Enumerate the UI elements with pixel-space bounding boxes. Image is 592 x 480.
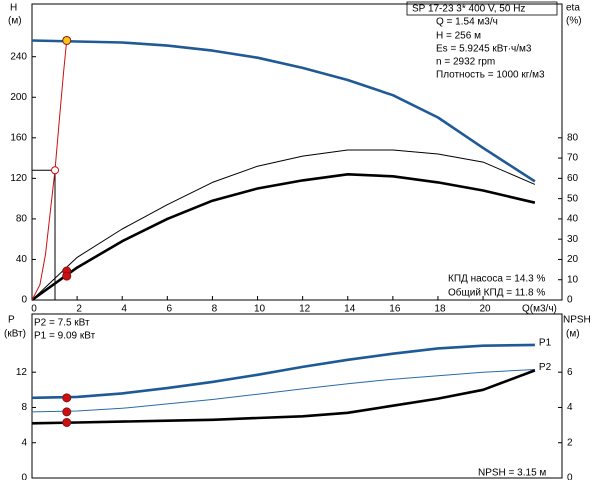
curve xyxy=(31,39,536,183)
y2-tick-label: 0 xyxy=(567,473,573,480)
operating-point xyxy=(62,35,72,45)
y2-tick-label: 40 xyxy=(567,214,579,225)
axis-unit: (%) xyxy=(566,16,582,27)
x-tick-label: 14 xyxy=(344,304,356,315)
y2-tick-label: 70 xyxy=(567,153,579,164)
info-text: n = 2932 rpm xyxy=(436,57,495,68)
y2-tick-label: 0 xyxy=(567,295,573,306)
y-tick-label: 40 xyxy=(16,254,28,265)
curve xyxy=(31,173,536,302)
x-tick-label: 12 xyxy=(299,304,311,315)
y-tick-label: 0 xyxy=(21,295,27,306)
axis-unit: (м) xyxy=(8,16,22,27)
x-tick-label: 16 xyxy=(389,304,401,315)
y2-tick-label: 2 xyxy=(567,437,573,448)
y2-tick-label: 80 xyxy=(567,132,579,143)
x-tick-label: 10 xyxy=(254,304,266,315)
axis-label: H xyxy=(10,3,17,14)
info-text: Общий КПД = 11.8 % xyxy=(448,287,545,299)
x-axis-label: Q(м3/ч) xyxy=(522,304,557,315)
y-tick-label: 160 xyxy=(10,132,27,143)
y-tick-label: 80 xyxy=(16,214,28,225)
operating-point xyxy=(62,393,72,403)
y2-tick-label: 4 xyxy=(567,402,573,413)
y2-tick-label: 6 xyxy=(567,367,573,378)
info-text: КПД насоса = 14.3 % xyxy=(448,274,546,285)
curve-label: P1 xyxy=(539,338,552,349)
y-tick-label: 12 xyxy=(16,367,28,378)
y2-tick-label: 30 xyxy=(567,234,579,245)
info-text: P1 = 9.09 кВт xyxy=(34,331,96,342)
x-tick-label: 4 xyxy=(121,304,127,315)
y-tick-label: 8 xyxy=(21,402,27,413)
x-tick-label: 18 xyxy=(434,304,446,315)
y-tick-label: 200 xyxy=(10,92,27,103)
x-tick-label: 20 xyxy=(480,304,492,315)
axis-label: P xyxy=(8,315,15,326)
curve xyxy=(31,149,536,301)
axis-unit: (м) xyxy=(566,329,580,340)
curve xyxy=(31,40,68,301)
y2-tick-label: 10 xyxy=(567,274,579,285)
curve xyxy=(31,369,536,425)
info-text: H = 256 м xyxy=(436,31,481,42)
y-tick-label: 4 xyxy=(21,437,27,448)
curve-label: P2 xyxy=(539,362,552,373)
axis-unit: (кВт) xyxy=(4,329,26,340)
operating-point xyxy=(62,407,72,417)
x-tick-label: 0 xyxy=(31,304,37,315)
y2-tick-label: 20 xyxy=(567,254,579,265)
y2-tick-label: 50 xyxy=(567,193,579,204)
info-text: Q = 1.54 м3/ч xyxy=(436,17,498,28)
operating-point xyxy=(62,417,72,427)
axis-label: eta xyxy=(566,3,580,14)
x-tick-label: 8 xyxy=(212,304,218,315)
axis-label: NPSH xyxy=(563,315,591,326)
x-tick-label: 6 xyxy=(167,304,173,315)
plot-frame xyxy=(31,3,563,301)
operating-point xyxy=(51,166,60,175)
title-box xyxy=(406,1,558,16)
info-text: Плотность = 1000 кг/м3 xyxy=(436,70,545,81)
y-tick-label: 120 xyxy=(10,173,27,184)
curve xyxy=(31,369,535,413)
x-tick-label: 2 xyxy=(76,304,82,315)
curve xyxy=(31,343,535,400)
chart-title: SP 17-23 3* 400 V, 50 Hz xyxy=(412,4,525,15)
info-text: Es = 5.9245 кВт·ч/м3 xyxy=(436,44,532,55)
y-tick-label: 240 xyxy=(10,51,27,62)
y-tick-label: 0 xyxy=(21,473,27,480)
info-text: NPSH = 3.15 м xyxy=(478,468,546,479)
info-text: P2 = 7.5 кВт xyxy=(34,318,90,329)
y2-tick-label: 60 xyxy=(567,173,579,184)
operating-point xyxy=(62,271,72,281)
plot-frame xyxy=(31,313,563,479)
